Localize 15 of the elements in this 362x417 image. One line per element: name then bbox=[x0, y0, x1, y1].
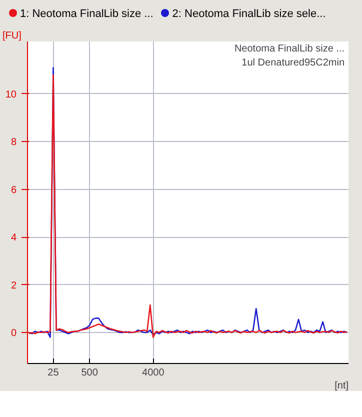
x-tick-label: 4000 bbox=[142, 368, 165, 378]
annotation: 1ul Denatured95C2min bbox=[242, 58, 344, 68]
annotation: Neotoma FinalLib size ... bbox=[234, 44, 345, 54]
legend-label: 2: Neotoma FinalLib size sele... bbox=[171, 8, 326, 20]
y-tick-label: 4 bbox=[10, 232, 17, 244]
y-tick-label: 6 bbox=[10, 184, 17, 196]
y-tick-label: 2 bbox=[10, 280, 17, 292]
y-tick-label: 0 bbox=[10, 328, 17, 339]
x-axis-title: [nt] bbox=[334, 380, 349, 392]
y-tick-label: 10 bbox=[5, 89, 17, 100]
x-tick-label: 500 bbox=[81, 368, 98, 378]
legend-label: 1: Neotoma FinalLib size ... bbox=[19, 8, 154, 20]
x-tick-label: 25 bbox=[48, 368, 60, 378]
y-tick-label: 8 bbox=[10, 137, 17, 148]
y-axis-title: [FU] bbox=[2, 30, 22, 42]
